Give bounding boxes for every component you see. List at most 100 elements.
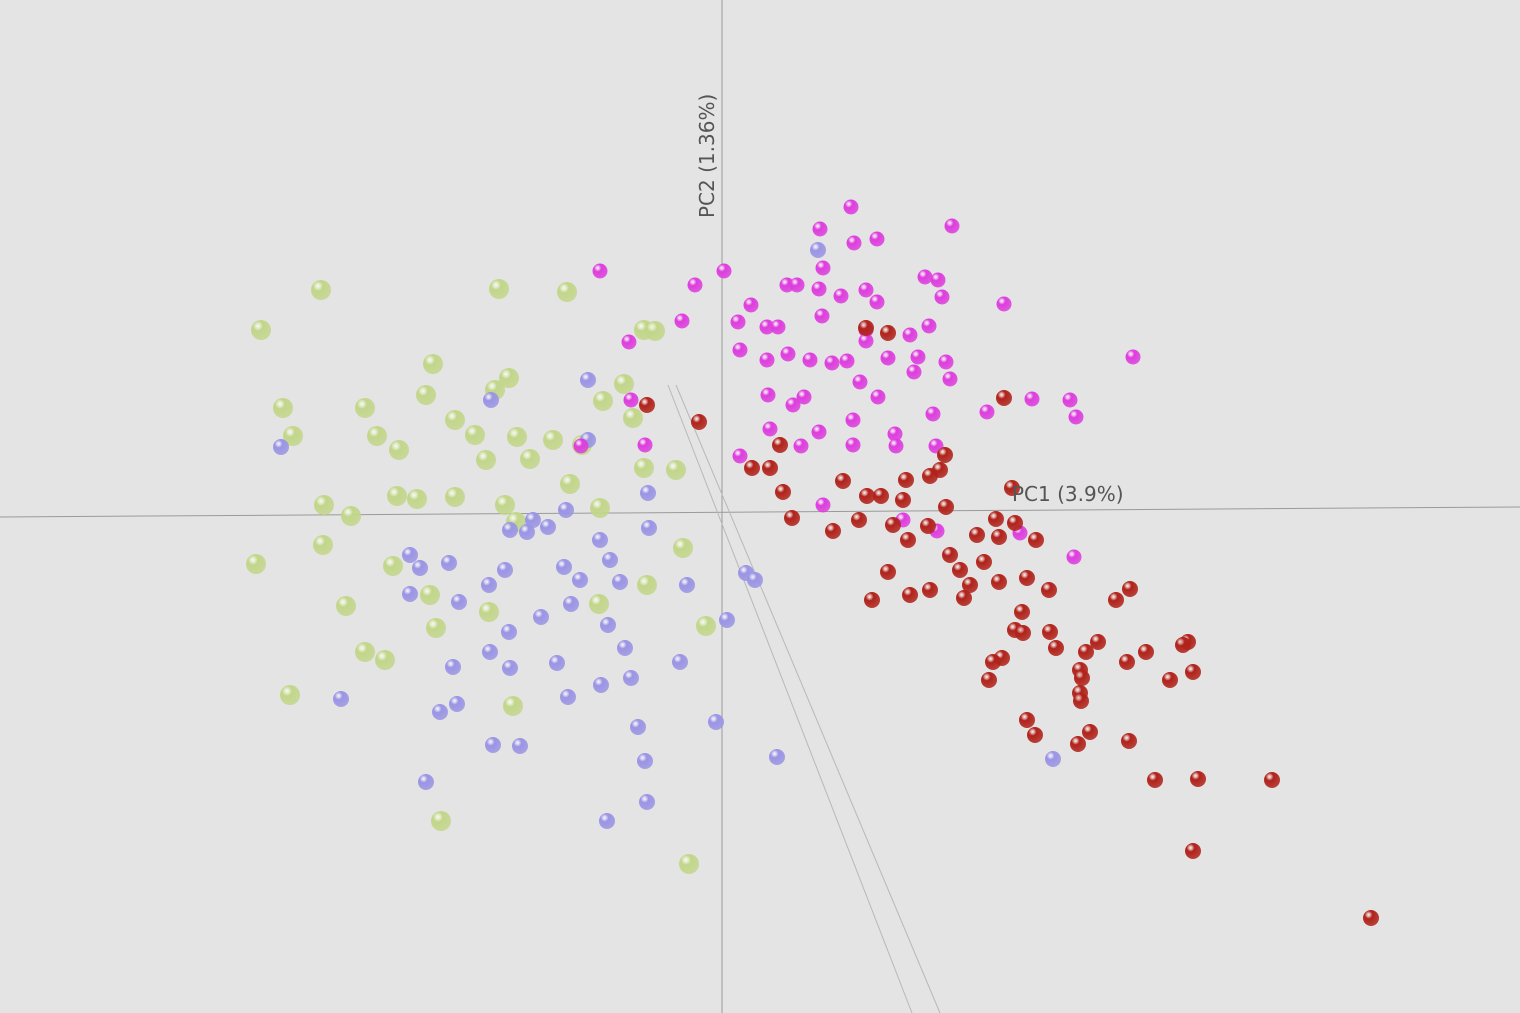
point	[1147, 772, 1163, 788]
point	[375, 650, 395, 670]
point	[572, 572, 588, 588]
point	[1074, 670, 1090, 686]
point	[775, 484, 791, 500]
point	[942, 371, 958, 387]
point	[902, 327, 918, 343]
point	[499, 368, 519, 388]
point	[590, 498, 610, 518]
point	[465, 425, 485, 445]
point	[592, 532, 608, 548]
point	[630, 719, 646, 735]
point	[679, 854, 699, 874]
point	[888, 438, 904, 454]
point	[612, 574, 628, 590]
point	[956, 590, 972, 606]
point	[1175, 637, 1191, 653]
point	[839, 353, 855, 369]
point	[938, 354, 954, 370]
point	[784, 510, 800, 526]
point	[520, 449, 540, 469]
point	[769, 749, 785, 765]
point	[996, 390, 1012, 406]
point	[938, 499, 954, 515]
x-axis-label: PC1 (3.9%)	[1012, 482, 1124, 506]
point	[802, 352, 818, 368]
point	[540, 519, 556, 535]
point	[617, 640, 633, 656]
point	[716, 263, 732, 279]
point	[1185, 843, 1201, 859]
point	[402, 586, 418, 602]
point	[833, 288, 849, 304]
point	[852, 374, 868, 390]
point	[482, 644, 498, 660]
point	[851, 512, 867, 528]
point	[1138, 644, 1154, 660]
point	[637, 575, 657, 595]
point	[1082, 724, 1098, 740]
point	[549, 655, 565, 671]
point	[812, 221, 828, 237]
point	[760, 387, 776, 403]
point	[979, 404, 995, 420]
point	[1015, 625, 1031, 641]
point	[501, 624, 517, 640]
point	[445, 410, 465, 430]
point	[426, 618, 446, 638]
point	[932, 462, 948, 478]
point	[556, 559, 572, 575]
point	[273, 439, 289, 455]
point	[503, 696, 523, 716]
point	[952, 562, 968, 578]
point	[402, 547, 418, 563]
point	[593, 391, 613, 411]
point	[1185, 664, 1201, 680]
point	[772, 437, 788, 453]
point	[623, 392, 639, 408]
point	[869, 294, 885, 310]
point	[525, 512, 541, 528]
point	[859, 488, 875, 504]
point	[845, 437, 861, 453]
point	[900, 532, 916, 548]
point	[988, 511, 1004, 527]
point	[858, 282, 874, 298]
point	[991, 574, 1007, 590]
point	[280, 685, 300, 705]
point	[621, 334, 637, 350]
point	[637, 437, 653, 453]
point	[910, 349, 926, 365]
point	[1045, 751, 1061, 767]
point	[1125, 349, 1141, 365]
point	[762, 421, 778, 437]
point	[762, 460, 778, 476]
point	[1062, 392, 1078, 408]
point	[497, 562, 513, 578]
point	[976, 554, 992, 570]
point	[441, 555, 457, 571]
point	[445, 659, 461, 675]
point	[481, 577, 497, 593]
point	[639, 397, 655, 413]
point	[934, 289, 950, 305]
point	[589, 594, 609, 614]
point	[906, 364, 922, 380]
point	[1068, 409, 1084, 425]
point	[962, 577, 978, 593]
point	[944, 218, 960, 234]
point	[273, 398, 293, 418]
point	[314, 495, 334, 515]
point	[476, 450, 496, 470]
point	[1078, 644, 1094, 660]
point	[519, 524, 535, 540]
point	[930, 272, 946, 288]
point	[880, 564, 896, 580]
point	[336, 596, 356, 616]
point	[389, 440, 409, 460]
point	[785, 397, 801, 413]
point	[981, 672, 997, 688]
point	[623, 670, 639, 686]
point	[1090, 634, 1106, 650]
point	[563, 596, 579, 612]
